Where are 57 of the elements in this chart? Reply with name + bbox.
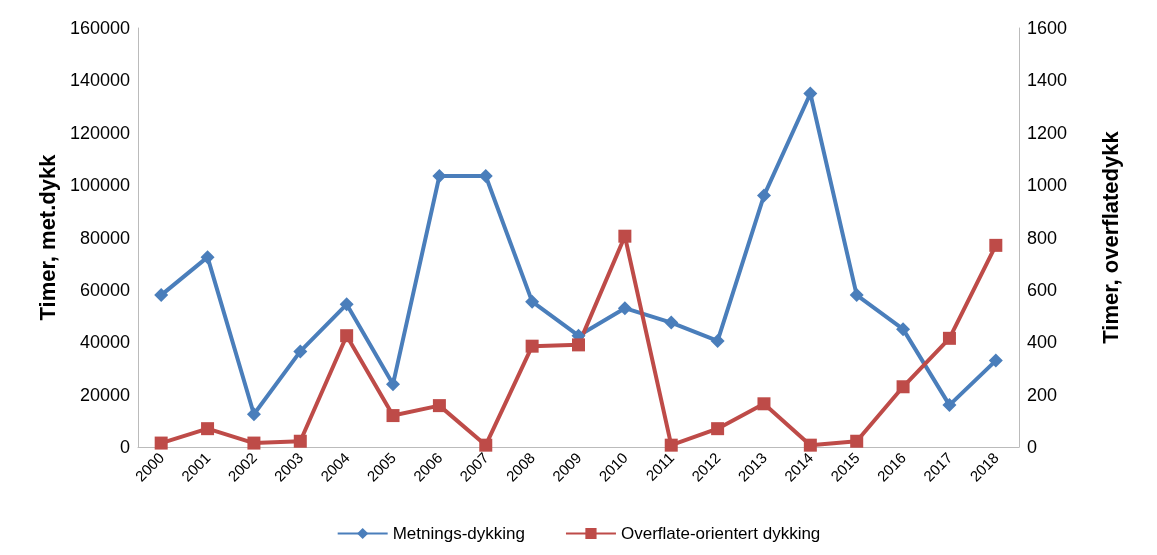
y-tick-label: 140000	[69, 70, 130, 91]
point	[479, 438, 493, 452]
point	[201, 422, 215, 436]
point	[386, 377, 401, 392]
point	[803, 438, 817, 452]
point	[293, 434, 307, 448]
point	[618, 229, 632, 243]
point	[432, 399, 446, 413]
y-axis-title: Timer, met.dykk	[34, 153, 60, 321]
y-tick-label: 80000	[79, 227, 130, 248]
point	[664, 315, 679, 330]
y-tick-label: 100000	[69, 175, 130, 196]
point	[339, 297, 354, 312]
point	[432, 168, 447, 183]
y2-tick-label: 0	[1027, 437, 1038, 457]
y2-tick-label: 800	[1027, 227, 1058, 248]
legend-label: Overflate-orientert dykking	[620, 524, 821, 543]
point	[988, 353, 1003, 368]
point	[246, 407, 261, 422]
point	[896, 322, 911, 337]
point	[525, 294, 540, 309]
point	[386, 409, 400, 423]
point	[572, 338, 585, 352]
point	[664, 438, 678, 452]
y2-tick-label: 200	[1027, 384, 1058, 405]
y2-axis-title: Timer, overflatedykk	[1097, 130, 1123, 344]
y-tick-label: 120000	[69, 122, 130, 143]
y2-tick-label: 1600	[1027, 18, 1068, 38]
point	[200, 250, 215, 265]
y2-tick-label: 400	[1027, 332, 1058, 353]
y-tick-label: 40000	[79, 332, 130, 353]
point	[850, 434, 864, 448]
point	[756, 188, 771, 203]
point	[340, 329, 354, 343]
point	[293, 344, 308, 359]
y2-tick-label: 1000	[1027, 175, 1068, 196]
y-tick-label: 160000	[69, 18, 130, 38]
point	[525, 339, 539, 353]
legend-label: Metnings-dykking	[392, 524, 525, 543]
y2-tick-label: 600	[1027, 279, 1058, 300]
point	[942, 331, 956, 345]
point	[849, 288, 864, 303]
point	[154, 288, 169, 303]
point	[711, 422, 725, 436]
y2-tick-label: 1200	[1027, 122, 1068, 143]
point	[154, 436, 168, 450]
point	[247, 436, 261, 450]
point	[710, 333, 725, 348]
point	[989, 238, 1003, 252]
y-tick-label: 20000	[79, 384, 130, 405]
point	[757, 397, 771, 411]
y2-tick-label: 1400	[1027, 70, 1068, 91]
point	[942, 398, 957, 413]
point	[617, 301, 632, 316]
point	[896, 380, 910, 394]
y-tick-label: 60000	[79, 279, 130, 300]
y-tick-label: 0	[119, 437, 130, 457]
